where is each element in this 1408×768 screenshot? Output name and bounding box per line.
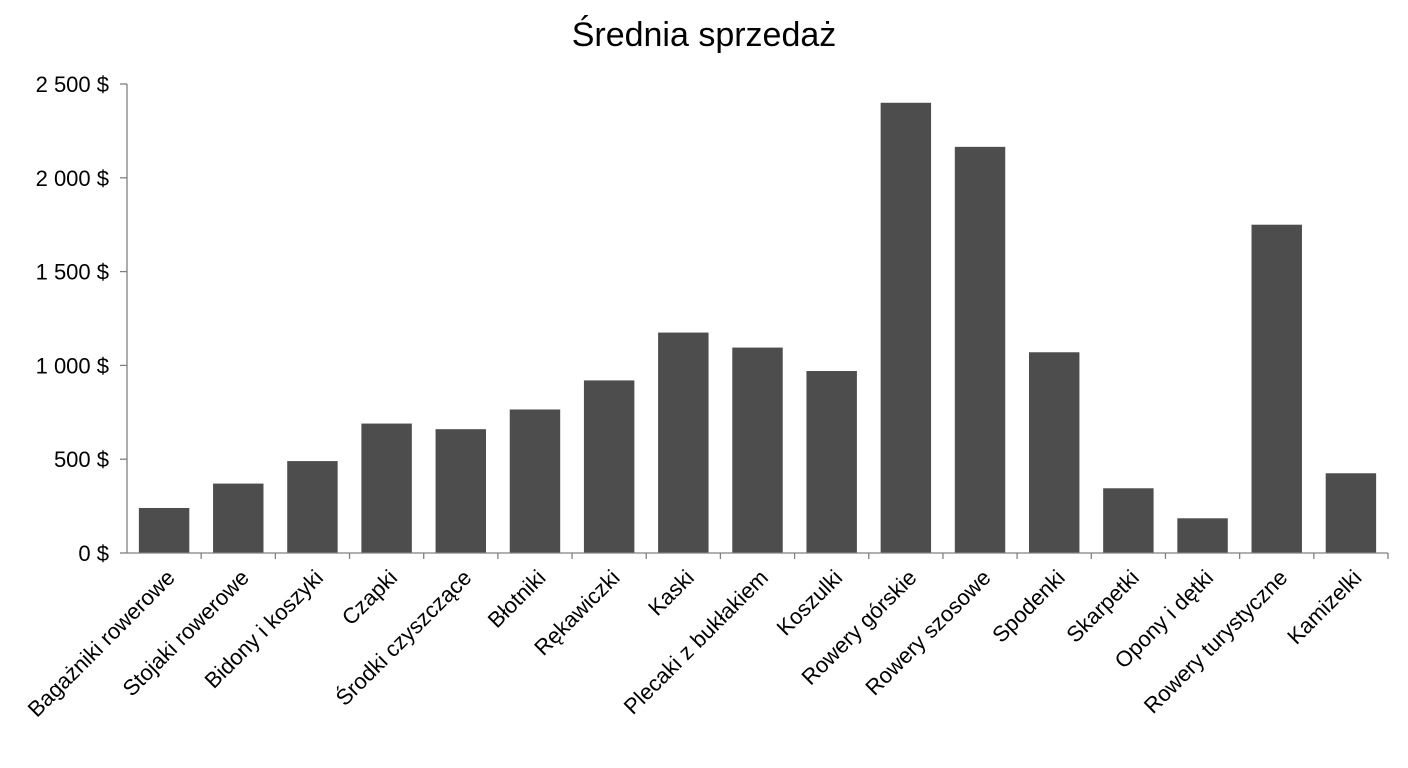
- x-tick-label: Błotniki: [483, 565, 551, 633]
- y-tick-label: 2 000 $: [36, 166, 109, 191]
- x-tick-label: Czapki: [337, 565, 402, 630]
- bar: [1325, 473, 1377, 553]
- bars: [138, 102, 1377, 553]
- bar: [138, 507, 190, 553]
- bar: [806, 371, 857, 553]
- chart-title: Średnia sprzedaż: [572, 15, 837, 54]
- bar: [880, 102, 932, 553]
- y-tick-label: 0 $: [78, 541, 109, 566]
- bar: [287, 461, 338, 553]
- x-tick-label: Stojaki rowerowe: [118, 565, 254, 701]
- bar: [361, 423, 412, 553]
- bar: [583, 380, 635, 553]
- bar: [732, 347, 783, 553]
- x-tick-label: Kaski: [643, 565, 699, 621]
- x-tick-label: Rowery turystyczne: [1139, 565, 1292, 718]
- bar: [1028, 352, 1080, 553]
- y-tick-label: 1 500 $: [36, 260, 109, 285]
- y-tick-label: 2 500 $: [36, 72, 109, 97]
- bar: [509, 409, 561, 553]
- x-tick-label: Rowery szosowe: [860, 565, 995, 700]
- x-tick-label: Bagażniki rowerowe: [23, 565, 180, 722]
- x-tick-label: Koszulki: [772, 565, 848, 641]
- x-tick-label: Środki czyszczące: [331, 565, 477, 711]
- y-tick-label: 1 000 $: [36, 353, 109, 378]
- bar: [658, 332, 709, 553]
- y-tick-label: 500 $: [54, 447, 109, 472]
- x-tick-label: Plecaki z bukłakiem: [619, 565, 773, 719]
- bar: [1251, 224, 1302, 553]
- bar: [1103, 488, 1154, 553]
- axes: [126, 84, 1388, 554]
- bar: [435, 429, 487, 553]
- y-axis-ticks: 0 $ 500 $ 1 000 $ 1 500 $ 2 000 $ 2 500 $: [36, 72, 127, 566]
- x-tick-label: Spodenki: [987, 565, 1070, 648]
- bar: [213, 483, 264, 553]
- x-tick-label: Kamizelki: [1282, 565, 1366, 649]
- bar: [954, 146, 1006, 553]
- bar: [1177, 518, 1228, 553]
